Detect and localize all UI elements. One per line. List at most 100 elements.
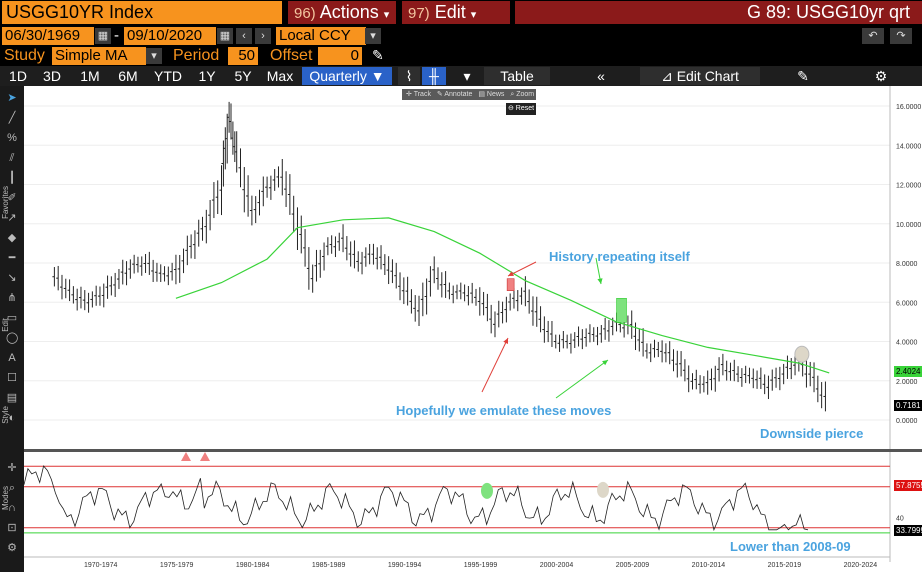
note-icon[interactable]: ☐ — [7, 372, 17, 384]
price-bars — [52, 101, 826, 412]
channel-icon[interactable]: ⫽ — [9, 152, 15, 164]
actions-button[interactable]: 96) Actions ▾ — [288, 1, 396, 24]
tab-max[interactable]: Max — [266, 68, 294, 84]
rsi-panel: 40 — [24, 452, 904, 534]
ray-icon[interactable]: ↗ — [7, 212, 17, 224]
rsi-overbought-fill — [200, 452, 210, 461]
reset-icon: ⊖ — [507, 105, 514, 112]
red-highlight-box — [506, 278, 515, 291]
tab-1m[interactable]: 1M — [80, 68, 100, 84]
lock-icon[interactable]: ⊡ — [7, 522, 17, 534]
title-bar-fill — [515, 1, 922, 24]
horizontal-line-icon[interactable]: ━ — [8, 252, 16, 264]
gray-highlight-circle — [794, 345, 810, 363]
callout-icon[interactable]: ▤ — [6, 392, 18, 404]
undo-icon[interactable]: ↶ — [862, 28, 884, 44]
chevron-right-icon[interactable]: › — [255, 28, 271, 44]
price-tick-label: 0.0000 — [896, 418, 918, 425]
bar-chart-icon[interactable]: ╫ — [422, 67, 446, 85]
panel-divider — [24, 449, 922, 452]
pencil-icon[interactable]: ✎ — [372, 47, 384, 63]
start-date-field[interactable]: 06/30/1969 — [2, 27, 94, 45]
chevron-down-icon[interactable]: ▾ — [456, 67, 478, 85]
date-bar: 06/30/1969 ▦ - 09/10/2020 ▦ ‹ › Local CC… — [0, 26, 922, 46]
chevron-left-icon[interactable]: ‹ — [236, 28, 252, 44]
period-input[interactable]: 50 — [228, 47, 258, 65]
rectangle-icon[interactable]: ▭ — [6, 312, 18, 324]
edit-chart-button[interactable]: ⊿ Edit Chart — [640, 67, 760, 85]
fill-icon[interactable]: ◐ — [8, 412, 16, 424]
news-button[interactable]: News — [486, 91, 505, 98]
style-tab[interactable]: Style — [1, 406, 10, 424]
annotate-button[interactable]: Annotate — [444, 91, 473, 98]
price-tick-label: 10.0000 — [896, 222, 921, 229]
text-icon[interactable]: A — [8, 352, 16, 364]
zoom-icon[interactable]: ⌕ — [8, 482, 16, 494]
track-button[interactable]: Track — [413, 91, 431, 98]
table-button[interactable]: Table — [484, 67, 550, 85]
crosshair-icon[interactable]: ✛ — [7, 462, 17, 474]
settings-icon[interactable]: ⚙ — [7, 542, 17, 554]
trendline-icon[interactable]: ╱ — [8, 112, 16, 124]
edit-caret-icon: ▾ — [470, 9, 477, 21]
tab-5y[interactable]: 5Y — [234, 68, 252, 84]
lower-annotation: Lower than 2008-09 — [730, 539, 851, 554]
vertical-line-icon[interactable]: ┃ — [8, 172, 16, 184]
collapse-icon[interactable]: « — [588, 67, 614, 85]
annotate-icon[interactable]: ✎ — [436, 91, 443, 98]
frequency-select[interactable]: Quarterly ▼ — [302, 67, 392, 85]
edit-button[interactable]: 97) Edit ▾ — [402, 1, 510, 24]
zoom-button[interactable]: Zoom — [516, 91, 535, 98]
rsi-green-circle — [481, 482, 493, 499]
magnet-icon[interactable]: ∩ — [8, 502, 16, 514]
brush-icon[interactable]: ✐ — [7, 192, 17, 204]
chevron-down-icon[interactable]: ▾ — [146, 48, 162, 64]
tab-6m[interactable]: 6M — [118, 68, 138, 84]
calendar-icon[interactable]: ▦ — [95, 28, 111, 44]
news-icon[interactable]: ▤ — [478, 91, 485, 98]
chevron-down-icon[interactable]: ▾ — [365, 28, 381, 44]
rsi-line — [24, 465, 809, 532]
price-axis: 16.0000 14.0000 12.0000 10.0000 8.0000 6.0000… — [896, 104, 921, 425]
arrow-icon[interactable]: ↘ — [7, 272, 17, 284]
edit-tab[interactable]: Edit — [1, 318, 10, 332]
chart-area[interactable]: 16.0000 14.0000 12.0000 10.0000 8.0000 6.0000… — [24, 86, 922, 572]
actions-caret-icon: ▾ — [383, 9, 390, 21]
edit-chart-icon: ⊿ — [661, 68, 673, 84]
ellipse-icon[interactable]: ◯ — [6, 332, 19, 344]
rsi-overbought-fill — [181, 452, 191, 461]
tab-3d[interactable]: 3D — [43, 68, 61, 84]
line-chart-icon[interactable]: ⌇ — [398, 67, 420, 85]
end-date-field[interactable]: 09/10/2020 — [124, 27, 216, 45]
gear-icon[interactable]: ⚙ — [870, 67, 892, 85]
redo-icon[interactable]: ↷ — [890, 28, 912, 44]
track-icon[interactable]: ✛ — [406, 91, 412, 98]
price-tick-label: 12.0000 — [896, 183, 921, 190]
edit-label: Edit — [434, 2, 466, 22]
time-tick-label: 2015-2019 — [768, 562, 802, 569]
edit-num: 97) — [408, 5, 430, 22]
highlights — [506, 278, 810, 363]
timeframe-bar: 1D 3D 1M 6M YTD 1Y 5Y Max Quarterly ▼ ⌇ … — [0, 66, 922, 86]
tab-ytd[interactable]: YTD — [154, 68, 182, 84]
rsi-upper-badge: 57.8755 — [894, 480, 922, 491]
tab-1d[interactable]: 1D — [9, 68, 27, 84]
tab-1y[interactable]: 1Y — [198, 68, 216, 84]
ticker-field[interactable]: USGG10YR Index — [2, 1, 282, 24]
reset-button[interactable]: ⊖ Reset — [506, 103, 536, 115]
price-tick-label: 4.0000 — [896, 340, 918, 347]
fibonacci-icon[interactable]: % — [7, 132, 17, 144]
currency-select[interactable]: Local CCY — [276, 27, 366, 45]
favorites-tab[interactable]: Favorites — [1, 186, 10, 219]
offset-input[interactable]: 0 — [318, 47, 362, 65]
edit-icon[interactable]: ✎ — [792, 67, 814, 85]
pitchfork-icon[interactable]: ⋔ — [7, 292, 17, 304]
time-tick-label: 2020-2024 — [844, 562, 878, 569]
pointer-icon[interactable]: ➤ — [7, 92, 17, 104]
moving-average-line — [175, 217, 830, 374]
marker-icon[interactable]: ◆ — [7, 232, 17, 244]
zoom-icon[interactable]: ⌕ — [510, 91, 515, 98]
modes-tab[interactable]: Modes — [1, 486, 10, 511]
calendar-icon[interactable]: ▦ — [217, 28, 233, 44]
study-select[interactable]: Simple MA — [52, 47, 146, 65]
